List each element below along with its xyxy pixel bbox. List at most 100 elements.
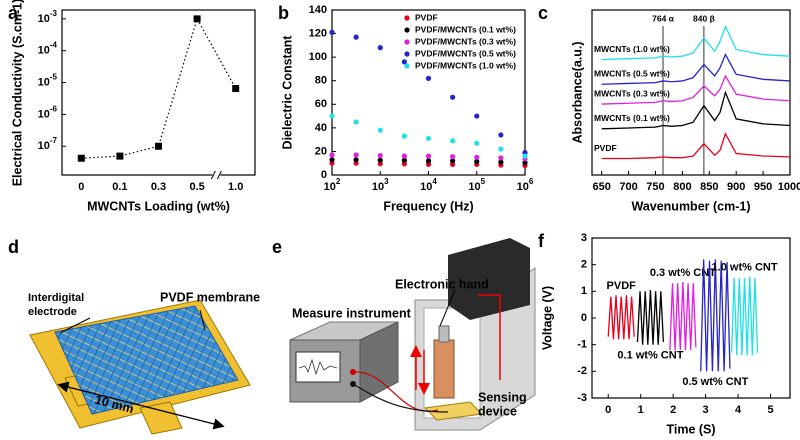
series: 0.1 wt% CNT [617,289,684,362]
x-axis-label: Time (S) [666,422,715,436]
pointer [59,317,91,334]
series: PVDF [594,132,791,160]
legend-marker [404,39,410,45]
y-tick-label: 0 [581,312,587,324]
series-label: PVDF [594,143,617,153]
y-tick-label: 1 [581,285,587,297]
data-point [450,94,456,100]
series-label: 0.5 wt% CNT [682,376,748,388]
x-tick-label: 106 [517,177,534,193]
plot-frame [331,9,526,176]
electronic-hand [433,339,455,399]
series: MWCNTs (0.3 wt%) [594,74,791,105]
x-tick-label: 1 [638,404,644,416]
data-point [498,159,504,165]
data-point [474,140,480,146]
sensing-device [423,401,484,421]
data-point [232,85,240,93]
series: PVDF [607,280,637,340]
series-line [601,53,791,85]
data-point [377,45,383,51]
data-point [353,34,359,40]
panel-letter: e [272,237,282,257]
y-tick-label: 10-6 [38,105,58,121]
y-tick-label: -2 [577,365,587,377]
series-line [81,17,237,159]
series-label: MWCNTs (0.1 wt%) [594,113,670,123]
x-tick-label: 1.0 [228,181,243,193]
data-point [353,119,359,125]
data-point [474,113,480,119]
data-point [474,154,480,160]
data-point [401,59,407,65]
data-point [329,29,335,35]
dimension-arrow [57,381,225,430]
legend-marker [404,51,410,57]
legend-label: PVDF [415,12,438,22]
data-point [425,158,432,164]
x-tick-label: 750 [646,181,664,193]
series-label: 1.0 wt% CNT [712,262,778,274]
data-point [450,138,456,144]
y-tick-label: 100 [309,51,327,63]
panel-letter: b [278,3,289,23]
electrode-label: Interdigital [28,292,84,304]
pointer [439,289,456,327]
series-label: 0.3 wt% CNT [650,267,716,279]
series-line [669,281,697,351]
x-tick-label: 700 [619,181,637,193]
y-tick-label: 10-3 [38,9,58,25]
axis-break [212,172,221,178]
wire [352,383,449,413]
y-tick-label: 140 [309,4,327,16]
y-tick-label: 10-4 [38,41,58,57]
panel-letter: c [538,3,548,23]
series-label: PVDF [607,280,637,292]
series-line [700,259,731,372]
x-tick-label: 102 [324,177,341,193]
plot-frame [61,9,256,176]
data-point [425,135,432,142]
screen-signal [298,358,338,376]
data-point [498,132,504,138]
y-tick-label: 40 [315,122,327,134]
series-line [636,289,665,345]
data-point [155,142,162,150]
device-label: Sensing [478,390,527,404]
pointer [199,309,206,331]
device-label: device [478,404,517,418]
y-axis-label: Absorbance(a.u.) [570,41,584,143]
hand-label: Electronic hand [395,277,489,291]
x-tick-label: 850 [700,181,718,193]
series-label: MWCNTs (1.0 wt%) [594,44,670,54]
data-point [193,15,201,23]
data-point [522,153,528,159]
panel-letter: f [538,231,545,251]
x-tick-label: 2 [670,404,676,416]
series-line [601,90,791,130]
data-point [498,146,504,152]
series: MWCNTs (0.1 wt%) [594,90,791,130]
plot-frame [591,9,791,176]
legend-label: PVDF/MWCNTs (0.1 wt%) [415,24,516,34]
x-tick-label: 900 [727,181,745,193]
x-tick-label: 103 [372,177,389,193]
y-tick-label: 10-7 [38,136,58,152]
panel-d: d Interdigital electrode PVDF membrane 1… [8,237,260,435]
data-point [401,157,407,163]
panel-e: e Measure instrument Electronic hand Sen… [272,237,536,431]
data-point [450,154,456,160]
x-axis-label: Wavenumber (cm-1) [631,199,750,213]
data-point [425,75,432,81]
data-point [425,153,432,159]
y-tick-label: 0 [321,169,327,181]
series: PVDF/MWCNTs (1.0 wt%) [329,60,528,159]
legend-label: PVDF/MWCNTs (0.3 wt%) [415,36,516,46]
series: 0.5 wt% CNT [682,259,749,388]
data-point [329,157,335,163]
hand-shaft [438,325,450,343]
x-tick-label: 800 [673,181,691,193]
y-axis-label: Electrical Conductivity (S.cm-1) [10,0,24,186]
legend-marker [404,63,410,69]
x-tick-label: 104 [420,177,437,193]
